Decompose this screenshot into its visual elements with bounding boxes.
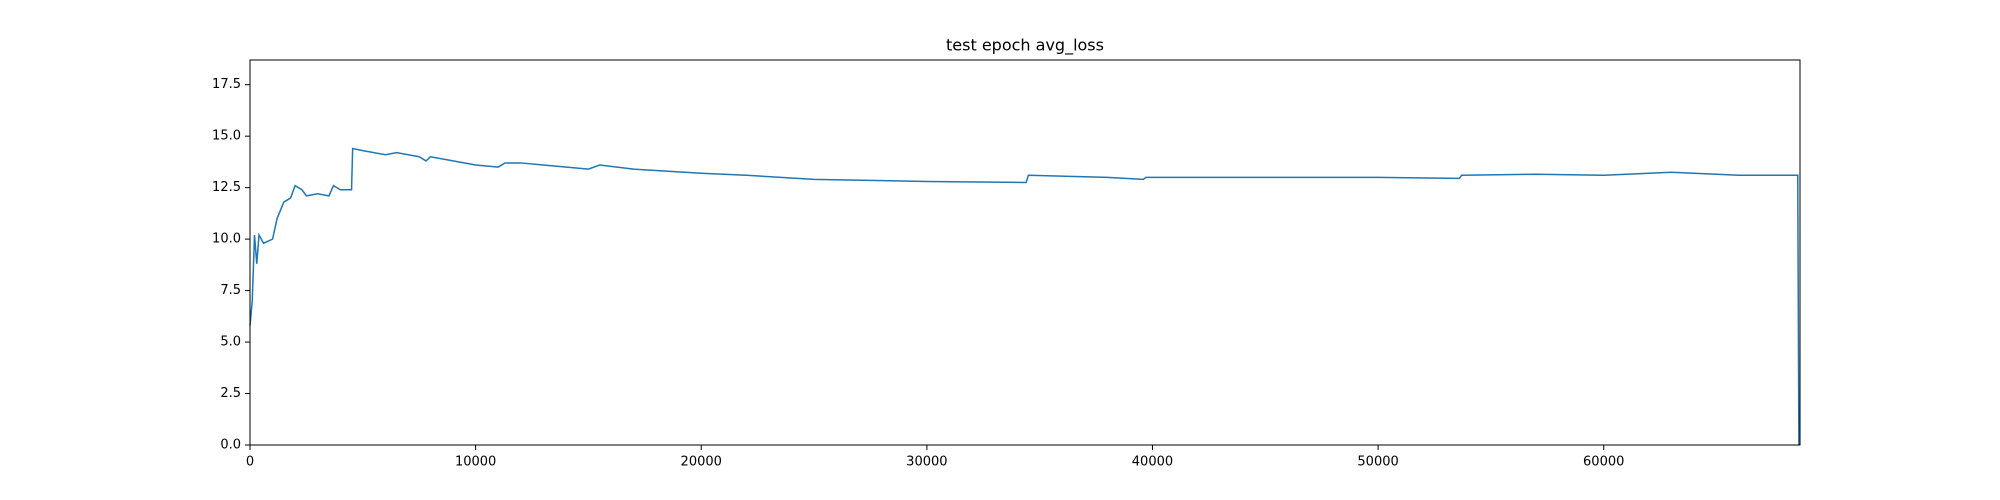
y-tick-label: 15.0 [212, 129, 241, 144]
line [249, 147, 1800, 446]
y-tick-label: 0.0 [220, 438, 241, 453]
x-tick-label: 10000 [455, 455, 496, 470]
x-tick-label: 0 [246, 455, 254, 470]
y-tick-label: 17.5 [212, 77, 241, 92]
x-tick-label: 30000 [906, 455, 947, 470]
y-tick-label: 12.5 [212, 180, 241, 195]
y-tick-label: 2.5 [220, 386, 241, 401]
chart-title: test epoch avg_loss [946, 36, 1104, 56]
x-tick-label: 20000 [681, 455, 722, 470]
x-tick-label: 40000 [1132, 455, 1173, 470]
plot-frame [249, 59, 1801, 446]
x-tick-label: 60000 [1583, 455, 1624, 470]
y-tick-label: 7.5 [220, 283, 241, 298]
y-tick-label: 10.0 [212, 232, 241, 247]
x-tick-label: 50000 [1357, 455, 1398, 470]
y-tick-label: 5.0 [220, 335, 241, 350]
